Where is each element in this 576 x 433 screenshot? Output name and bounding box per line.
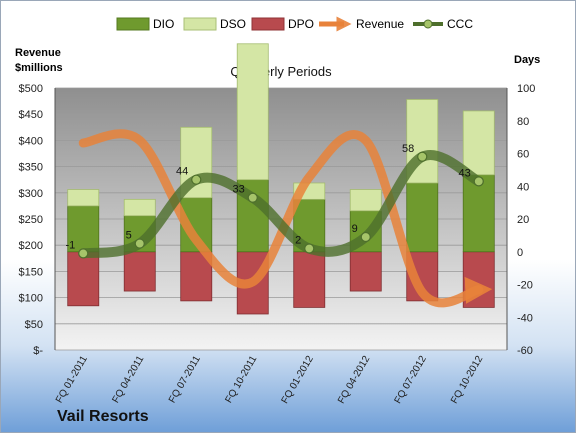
y-axis-left: $- $50 $100 $150 $200 $250 $300 $350 $400 $450 $50… — [19, 83, 56, 357]
ccc-point — [78, 248, 89, 259]
bar-dpo — [293, 251, 326, 308]
ccc-data-label: 9 — [352, 223, 358, 235]
x-tick-label: FQ 04-2012 — [336, 354, 372, 406]
bar-dso — [67, 189, 100, 207]
bar-dso — [123, 198, 156, 217]
y-left-tick-label: $300 — [19, 188, 43, 200]
ccc-point — [473, 176, 484, 187]
legend: DIO DSO DPO Revenue CCC — [116, 16, 473, 32]
y-left-tick-label: $500 — [19, 83, 43, 95]
y-left-tick-label: $350 — [19, 162, 43, 174]
ccc-point — [360, 231, 371, 243]
bar-dso — [462, 110, 495, 176]
ccc-point — [191, 174, 202, 185]
y-left-tick-label: $100 — [19, 293, 43, 305]
bar-dpo — [123, 251, 156, 292]
x-tick-label: FQ 10-2012 — [449, 354, 485, 406]
x-tick-label: FQ 07-2012 — [393, 354, 429, 406]
legend-swatch-dio — [116, 17, 150, 31]
ccc-line — [78, 150, 484, 259]
y-left-tick-label: $250 — [19, 214, 43, 226]
y-right-label: Days — [514, 54, 540, 66]
y-right-tick-label: 60 — [517, 149, 529, 161]
legend-swatch-ccc-marker — [423, 19, 433, 29]
legend-swatch-dpo — [251, 17, 285, 31]
x-axis: FQ 01-2011 FQ 04-2011 FQ 07-2011 FQ 10-2011… — [54, 354, 486, 406]
y-left-tick-label: $150 — [19, 266, 43, 278]
bar-dio — [406, 182, 439, 253]
y-left-tick-label: $450 — [19, 109, 43, 121]
bar-dso — [406, 99, 439, 184]
ccc-data-label: 43 — [459, 167, 471, 179]
legend-label-dso: DSO — [220, 17, 246, 31]
legend-label-dio: DIO — [153, 17, 174, 31]
x-tick-label: FQ 01-2011 — [54, 354, 90, 405]
bar-dio — [462, 174, 495, 253]
bar-dpo — [67, 251, 100, 307]
y-right-tick-label: -20 — [517, 280, 533, 292]
ccc-data-label: 33 — [233, 184, 245, 196]
y-axis-right: -60 -40 -20 0 20 40 60 80 100 — [506, 83, 535, 357]
ccc-data-label: 5 — [126, 230, 132, 242]
ccc-data-label: 58 — [402, 143, 414, 155]
y-left-tick-label: $50 — [25, 319, 43, 331]
x-tick-label: FQ 04-2011 — [111, 354, 147, 405]
y-left-label-line1: Revenue — [15, 47, 61, 59]
ccc-point — [247, 192, 258, 203]
y-right-tick-label: -60 — [517, 345, 533, 357]
legend-label-ccc: CCC — [447, 17, 473, 31]
ccc-data-label: -1 — [65, 239, 75, 251]
ccc-data-label: 44 — [176, 166, 188, 178]
company-name: Vail Resorts — [57, 408, 149, 425]
y-right-tick-label: 40 — [517, 181, 529, 193]
x-tick-label: FQ 10-2011 — [224, 354, 260, 405]
legend-label-revenue: Revenue — [356, 17, 404, 31]
y-left-tick-label: $200 — [19, 240, 43, 252]
y-right-tick-label: 80 — [517, 116, 529, 128]
legend-label-dpo: DPO — [288, 17, 314, 31]
ccc-point — [417, 151, 428, 162]
y-left-tick-label: $400 — [19, 135, 43, 147]
y-left-label-line2: $millions — [15, 62, 63, 74]
bar-dso — [349, 189, 382, 212]
x-tick-label: FQ 01-2012 — [280, 354, 316, 406]
y-right-tick-label: 0 — [517, 247, 523, 259]
bar-dso — [236, 43, 269, 181]
x-tick-label: FQ 07-2011 — [167, 354, 203, 405]
y-left-tick-label: $- — [33, 345, 43, 357]
bar-dpo — [349, 251, 382, 292]
ccc-point — [304, 243, 315, 254]
ccc-point — [134, 238, 145, 249]
legend-swatch-dso — [183, 17, 217, 31]
y-right-tick-label: 100 — [517, 83, 535, 95]
y-right-tick-label: -40 — [517, 312, 533, 324]
y-right-tick-label: 20 — [517, 214, 529, 226]
ccc-data-label: 2 — [295, 234, 301, 246]
lines: -1 5 44 33 2 9 58 43 — [65, 129, 493, 308]
